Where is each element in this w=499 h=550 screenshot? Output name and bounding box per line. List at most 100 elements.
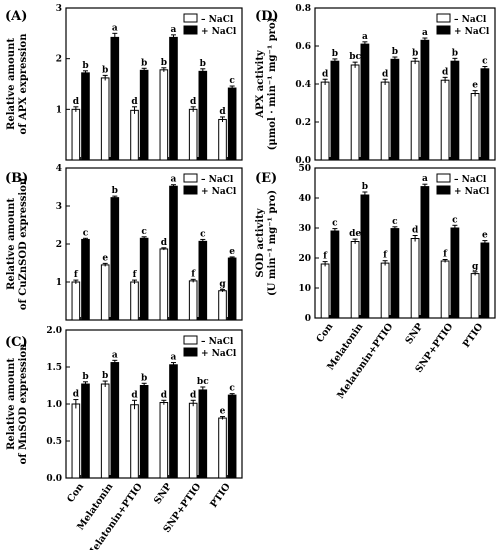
significance-letter: b xyxy=(332,49,338,59)
significance-letter: c xyxy=(392,217,398,227)
significance-letter: a xyxy=(171,353,177,363)
significance-letter: g xyxy=(219,280,226,290)
significance-letter: d xyxy=(190,97,197,107)
x-category-label: PTIO xyxy=(461,321,485,349)
y-axis-label-line: of APX expression xyxy=(18,33,29,135)
significance-letter: b xyxy=(412,48,418,58)
bar-plus-nacl xyxy=(390,228,400,319)
significance-letter: d xyxy=(190,390,197,400)
bar-plus-nacl xyxy=(227,257,237,321)
bar-plus-nacl xyxy=(360,194,370,319)
legend-swatch-plus xyxy=(183,185,198,195)
x-category-label: Melatonin+PTIO xyxy=(335,321,395,401)
y-tick-label: 3 xyxy=(56,4,62,14)
bar-plus-nacl xyxy=(198,389,208,479)
significance-letter: de xyxy=(349,229,361,239)
significance-letter: d xyxy=(131,390,138,400)
panel-label: (D) xyxy=(255,9,279,24)
legend-swatch-plus xyxy=(183,347,198,357)
bar-plus-nacl xyxy=(227,394,237,479)
significance-letter: b xyxy=(362,182,368,192)
bar-plus-nacl xyxy=(81,72,90,161)
x-category-label: SNP xyxy=(152,481,174,506)
significance-letter: e xyxy=(229,247,235,257)
significance-letter: d xyxy=(73,97,80,107)
y-tick-label: 1 xyxy=(56,105,62,115)
chart-panel-a: (A) 1 2 3 Relative amountof APX expression d b… xyxy=(5,4,243,161)
bar-minus-nacl xyxy=(159,402,169,479)
y-tick-label: 0.2 xyxy=(295,118,311,128)
significance-letter: a xyxy=(171,25,177,35)
significance-letter: d xyxy=(161,390,168,400)
legend-swatch-minus xyxy=(183,13,198,23)
significance-letter: b xyxy=(452,48,458,58)
bar-minus-nacl xyxy=(100,264,110,321)
y-tick-label: 1 xyxy=(56,278,62,288)
y-axis-label: SOD activity(U min⁻¹ mg⁻¹ pro) xyxy=(255,190,278,296)
bar-plus-nacl xyxy=(450,60,460,161)
significance-letter: a xyxy=(112,350,118,360)
significance-letter: a xyxy=(422,28,428,38)
bar-minus-nacl xyxy=(130,281,139,321)
significance-letter: d xyxy=(161,238,168,248)
bar-minus-nacl xyxy=(410,60,420,161)
y-tick-label: 10 xyxy=(298,284,311,294)
legend-label-minus: – NaCl xyxy=(201,175,234,185)
significance-letter: b xyxy=(392,47,398,57)
significance-letter: b xyxy=(161,58,167,68)
significance-letter: c xyxy=(229,76,235,86)
significance-letter: b xyxy=(82,372,88,382)
y-tick-label: 1.0 xyxy=(46,400,62,410)
x-category-label: Con xyxy=(315,321,336,344)
y-tick-label: 0.5 xyxy=(46,437,62,447)
significance-letter: c xyxy=(229,384,235,394)
significance-letter: f xyxy=(191,269,196,279)
significance-letter: b xyxy=(82,61,88,71)
bar-minus-nacl xyxy=(410,238,420,319)
bar-plus-nacl xyxy=(110,197,120,321)
y-axis-label-line: APX activity xyxy=(255,49,266,119)
bar-plus-nacl xyxy=(110,36,120,161)
significance-letter: b xyxy=(112,186,118,196)
significance-letter: e xyxy=(220,407,226,417)
bar-plus-nacl xyxy=(169,36,178,161)
significance-letter: a xyxy=(362,32,368,42)
significance-letter: d xyxy=(412,226,419,236)
y-axis-label-line: SOD activity xyxy=(255,207,266,277)
legend-label-minus: – NaCl xyxy=(454,15,487,25)
y-tick-label: 2 xyxy=(56,55,62,65)
bar-plus-nacl xyxy=(198,240,208,321)
y-axis-label-line: (U min⁻¹ mg⁻¹ pro) xyxy=(267,190,278,296)
significance-letter: d xyxy=(442,67,449,77)
y-tick-label: 50 xyxy=(298,164,311,174)
plot-frame xyxy=(314,167,496,319)
significance-letter: b xyxy=(200,59,206,69)
legend-label-minus: – NaCl xyxy=(454,175,487,185)
significance-letter: c xyxy=(200,229,206,239)
bar-minus-nacl xyxy=(320,263,330,319)
y-axis-label: Relative amountof MnSOD expression xyxy=(6,343,29,465)
y-axis-label: APX activity(μmol · min⁻¹ mg⁻¹ pro) xyxy=(255,18,278,151)
bar-minus-nacl xyxy=(100,383,110,479)
bar-minus-nacl xyxy=(470,273,480,319)
bar-plus-nacl xyxy=(420,186,430,319)
panel-label: (B) xyxy=(5,171,28,186)
y-axis-label-line: of CuZnSOD expression xyxy=(18,177,29,310)
bar-plus-nacl xyxy=(81,383,90,479)
significance-letter: c xyxy=(83,228,89,238)
significance-letter: b xyxy=(141,58,147,68)
significance-letter: g xyxy=(472,262,479,272)
bar-plus-nacl xyxy=(169,185,178,321)
bar-minus-nacl xyxy=(380,81,390,161)
bar-minus-nacl xyxy=(380,262,390,319)
x-category-label: Con xyxy=(65,481,86,504)
y-tick-label: 2 xyxy=(56,240,62,250)
significance-letter: a xyxy=(112,23,118,33)
bar-plus-nacl xyxy=(139,237,149,321)
legend-label-plus: + NaCl xyxy=(201,349,237,359)
significance-letter: c xyxy=(452,215,458,225)
bar-minus-nacl xyxy=(218,118,227,161)
bar-minus-nacl xyxy=(159,69,169,161)
y-axis-label-line: of MnSOD expression xyxy=(18,343,29,465)
